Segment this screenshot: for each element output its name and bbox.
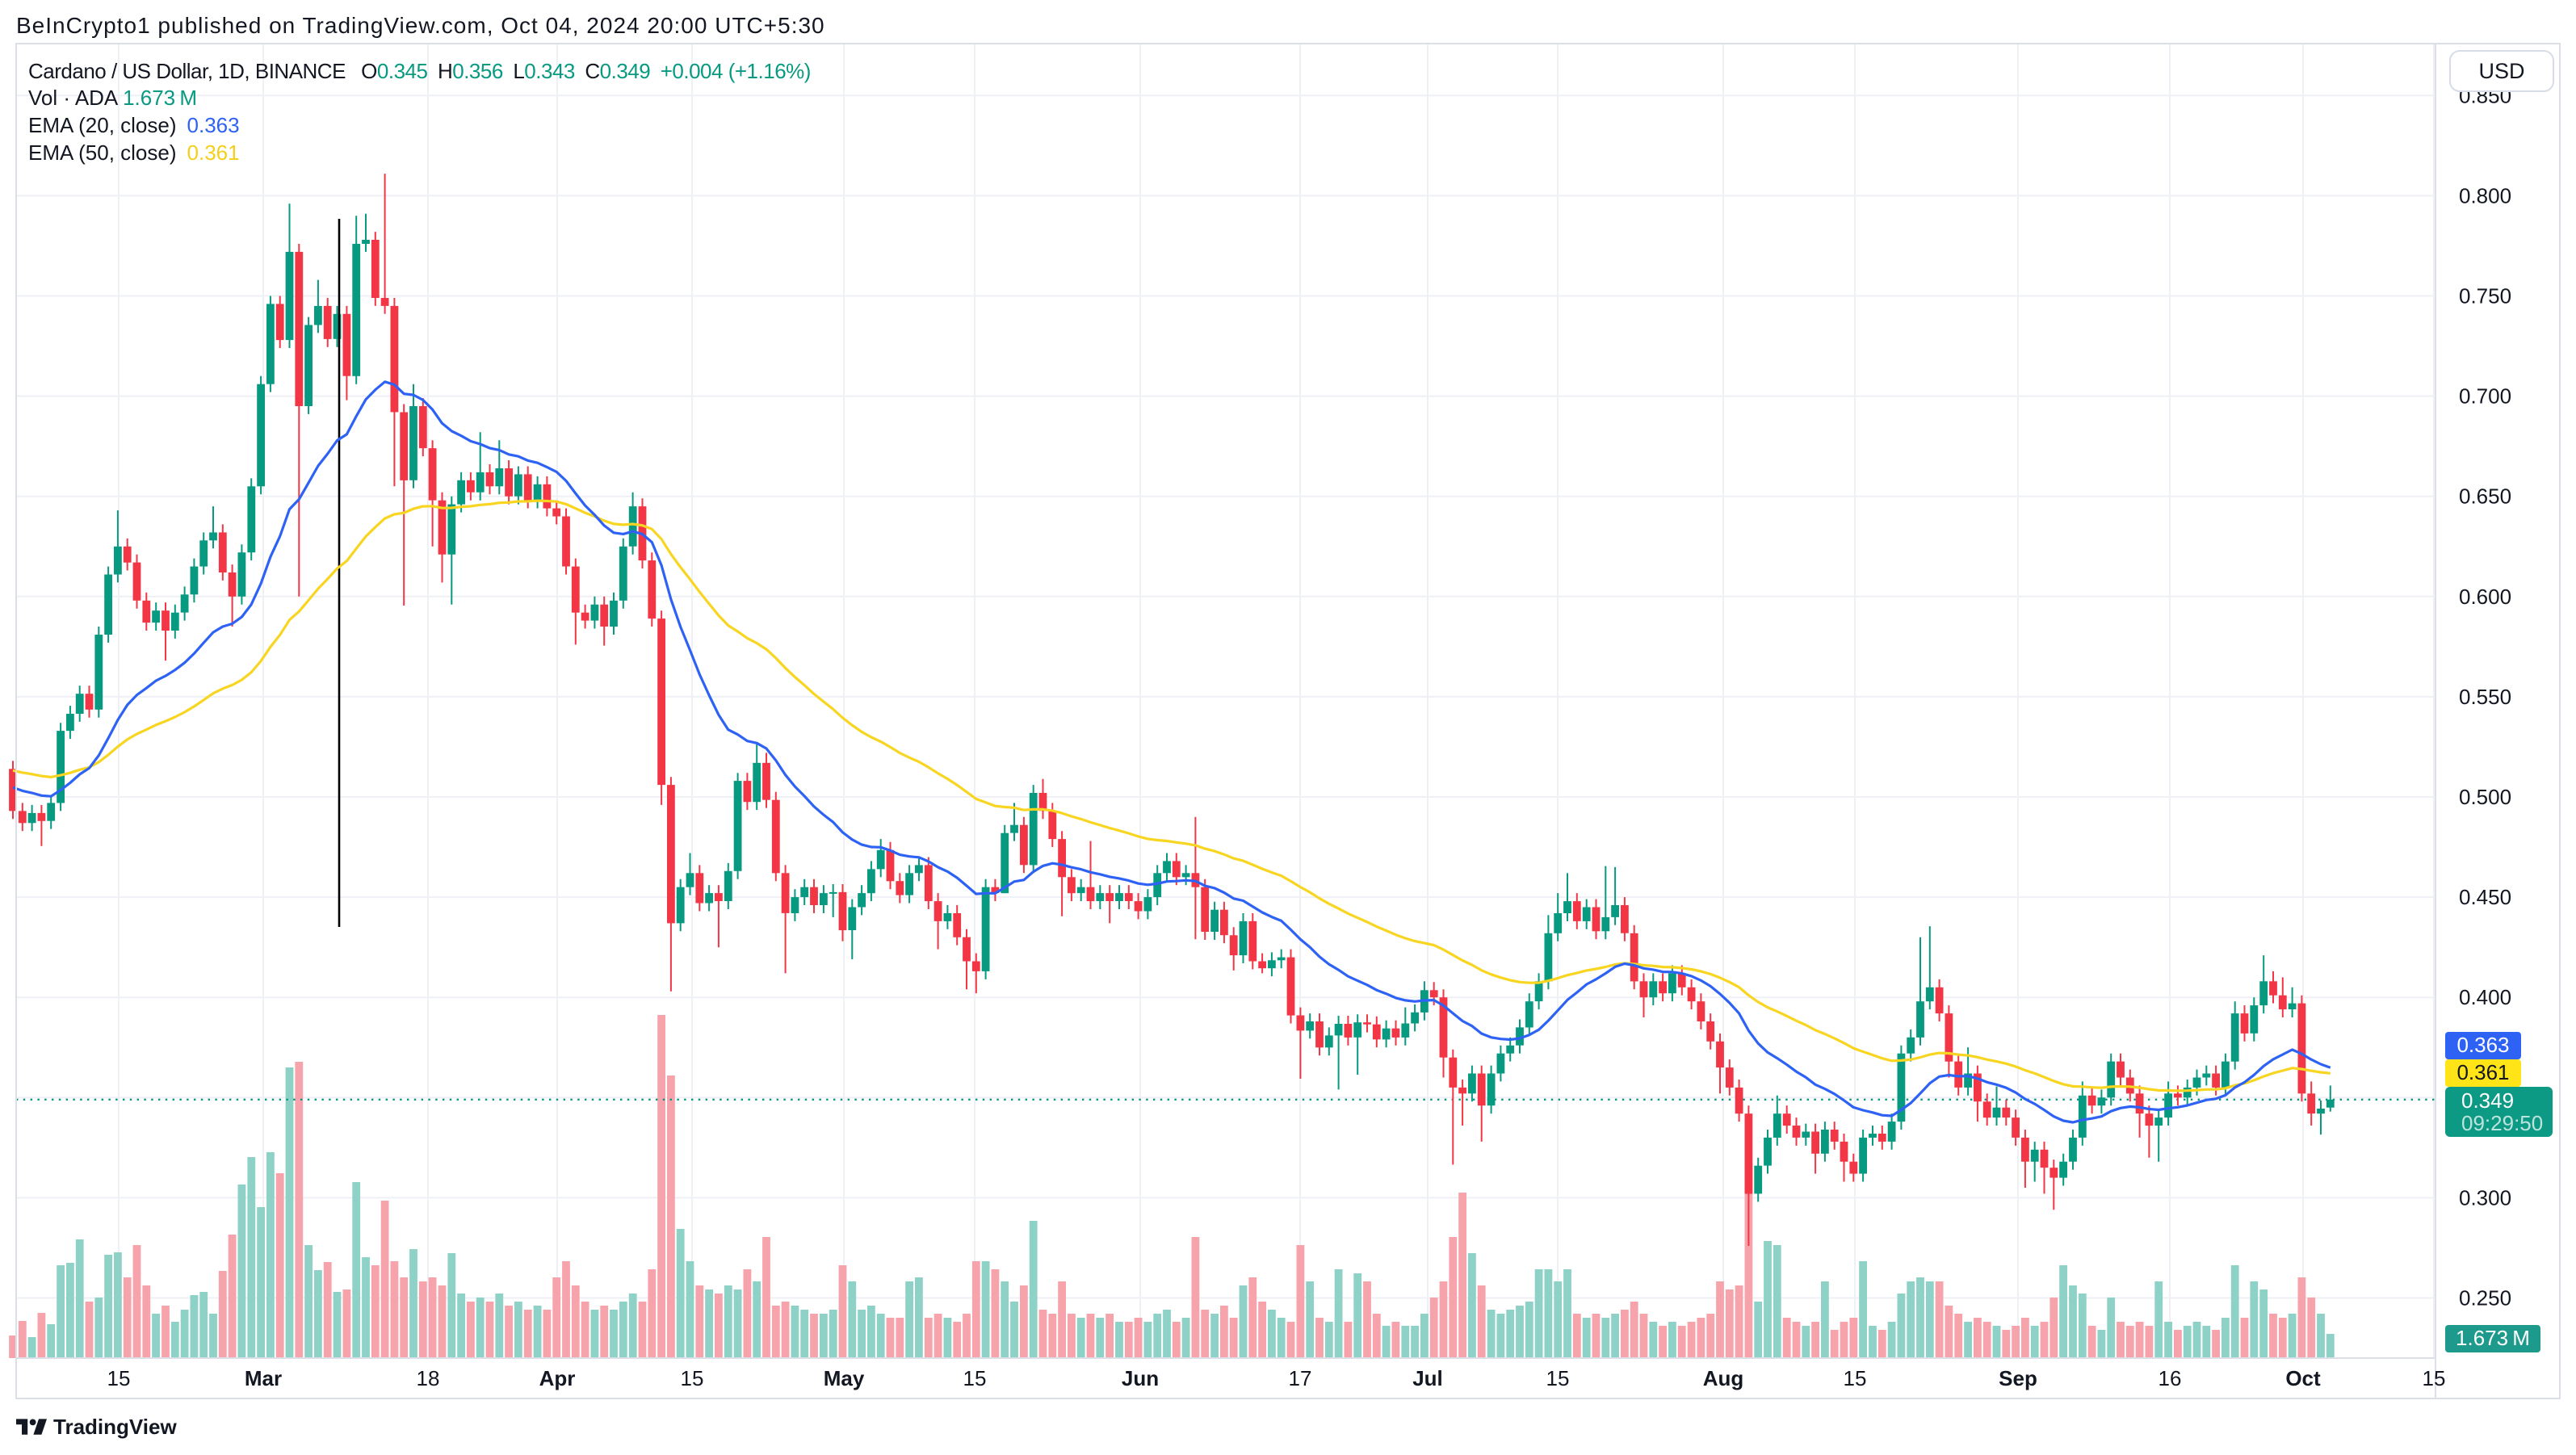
svg-text:0.750: 0.750	[2459, 284, 2511, 308]
svg-text:Vol · ADA 1.673 M: Vol · ADA 1.673 M	[28, 86, 197, 110]
svg-text:0.400: 0.400	[2459, 985, 2511, 1009]
svg-text:0.650: 0.650	[2459, 484, 2511, 509]
svg-text:BeInCrypto1 published on Tradi: BeInCrypto1 published on TradingView.com…	[16, 13, 825, 38]
svg-text:0.363: 0.363	[2456, 1033, 2509, 1057]
svg-text:0.600: 0.600	[2459, 585, 2511, 609]
svg-text:Apr: Apr	[539, 1366, 576, 1390]
svg-text:0.450: 0.450	[2459, 885, 2511, 909]
svg-text:0.550: 0.550	[2459, 685, 2511, 709]
svg-text:18: 18	[417, 1366, 440, 1390]
svg-text:17: 17	[1289, 1366, 1312, 1390]
svg-text:0.500: 0.500	[2459, 785, 2511, 809]
svg-text:1.673 M: 1.673 M	[2456, 1326, 2530, 1350]
svg-text:15: 15	[2423, 1366, 2446, 1390]
svg-text:15: 15	[107, 1366, 131, 1390]
svg-text:15: 15	[1844, 1366, 1867, 1390]
svg-text:15: 15	[1546, 1366, 1570, 1390]
svg-text:USD: USD	[2478, 59, 2524, 83]
svg-text:Mar: Mar	[245, 1366, 282, 1390]
svg-text:0.250: 0.250	[2459, 1286, 2511, 1310]
svg-text:TradingView: TradingView	[53, 1415, 177, 1439]
svg-text:0.700: 0.700	[2459, 384, 2511, 409]
svg-text:Oct: Oct	[2285, 1366, 2321, 1390]
svg-text:15: 15	[963, 1366, 987, 1390]
svg-text:0.361: 0.361	[2456, 1060, 2509, 1084]
svg-text:Cardano / US Dollar, 1D, BINAN: Cardano / US Dollar, 1D, BINANCE O0.345 …	[28, 59, 811, 83]
svg-text:16: 16	[2159, 1366, 2182, 1390]
svg-text:Jun: Jun	[1122, 1366, 1159, 1390]
svg-text:0.300: 0.300	[2459, 1185, 2511, 1210]
svg-text:Sep: Sep	[1999, 1366, 2037, 1390]
svg-text:EMA (50, close) 0.361: EMA (50, close) 0.361	[28, 140, 240, 165]
svg-text:0.800: 0.800	[2459, 183, 2511, 208]
svg-text:EMA (20, close) 0.363: EMA (20, close) 0.363	[28, 113, 240, 137]
svg-text:Aug: Aug	[1703, 1366, 1744, 1390]
svg-text:0.349: 0.349	[2461, 1088, 2514, 1113]
svg-text:15: 15	[681, 1366, 704, 1390]
svg-text:09:29:50: 09:29:50	[2461, 1111, 2543, 1135]
svg-text:May: May	[824, 1366, 865, 1390]
svg-text:Jul: Jul	[1412, 1366, 1443, 1390]
